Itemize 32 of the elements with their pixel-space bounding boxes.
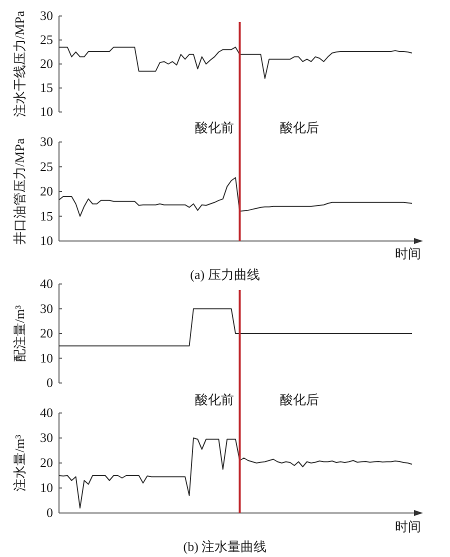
y-tick-label: 0	[46, 505, 53, 520]
x-axis-title: 时间	[395, 519, 421, 534]
text: 酸化前	[195, 120, 234, 135]
y-tick-label: 10	[40, 350, 53, 366]
y-tick-label: 10	[40, 480, 53, 496]
y-tick-label: 15	[40, 80, 53, 96]
y-tick-label: 25	[40, 32, 53, 48]
y-tick-label: 10	[40, 233, 53, 248]
text: (b) 注水量曲线	[183, 539, 267, 554]
text: (a) 压力曲线	[190, 267, 260, 282]
y-tick-label: 0	[46, 375, 53, 390]
y-tick-label: 40	[40, 276, 53, 292]
y-tick-label: 30	[40, 8, 53, 24]
y-tick-label: 30	[40, 134, 53, 150]
y-tick-label: 30	[40, 300, 53, 316]
y-tick-label: 25	[40, 158, 53, 174]
y-axis-title: 配注量/m³	[12, 305, 27, 362]
y-tick-label: 20	[40, 455, 53, 470]
text: 酸化后	[280, 120, 319, 135]
y-tick-label: 30	[40, 430, 53, 446]
y-axis-title: 注水量/m³	[12, 434, 27, 492]
y-tick-label: 20	[40, 326, 53, 341]
y-tick-label: 15	[40, 208, 53, 224]
y-tick-label: 10	[40, 104, 53, 120]
text: 酸化前	[195, 392, 234, 407]
y-tick-label: 20	[40, 56, 53, 72]
y-axis-title: 井口油管压力/MPa	[12, 138, 27, 245]
y-tick-label: 20	[40, 184, 53, 199]
y-tick-label: 40	[40, 405, 53, 420]
x-axis-title: 时间	[395, 246, 421, 261]
y-axis-title: 注水干线压力/MPa	[12, 10, 27, 118]
text: 酸化后	[280, 392, 319, 407]
